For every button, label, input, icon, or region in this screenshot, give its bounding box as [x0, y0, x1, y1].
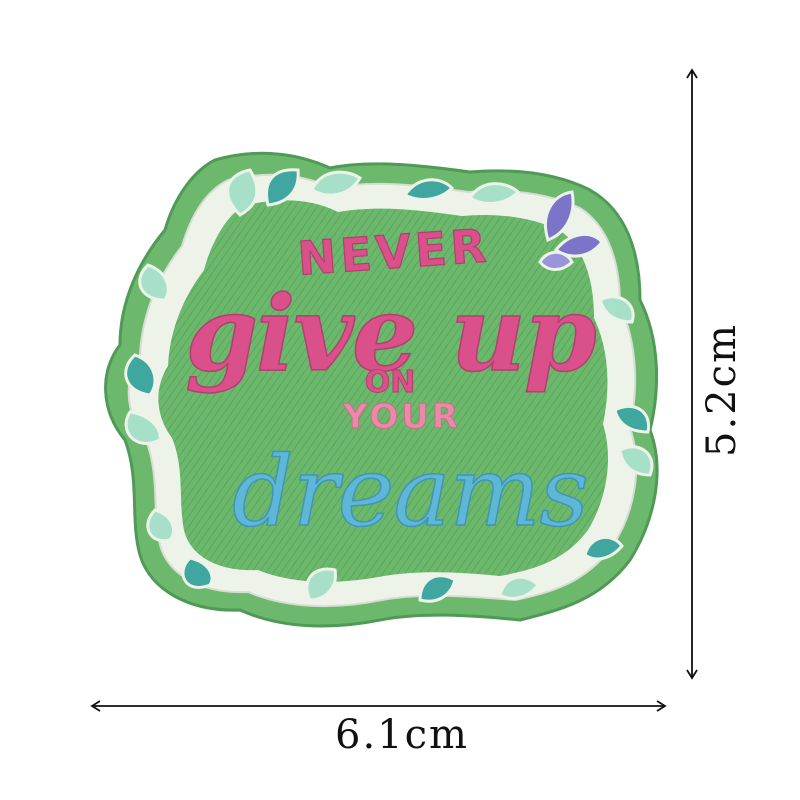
width-dimension-arrow [92, 701, 665, 711]
your-text: YOUR [342, 397, 461, 437]
width-label: 6.1cm [335, 712, 469, 758]
dreams-text: dreams [232, 436, 588, 548]
height-dimension-arrow [687, 70, 697, 678]
height-label: 5.2cm [699, 323, 745, 457]
on-text: ON [365, 365, 416, 400]
